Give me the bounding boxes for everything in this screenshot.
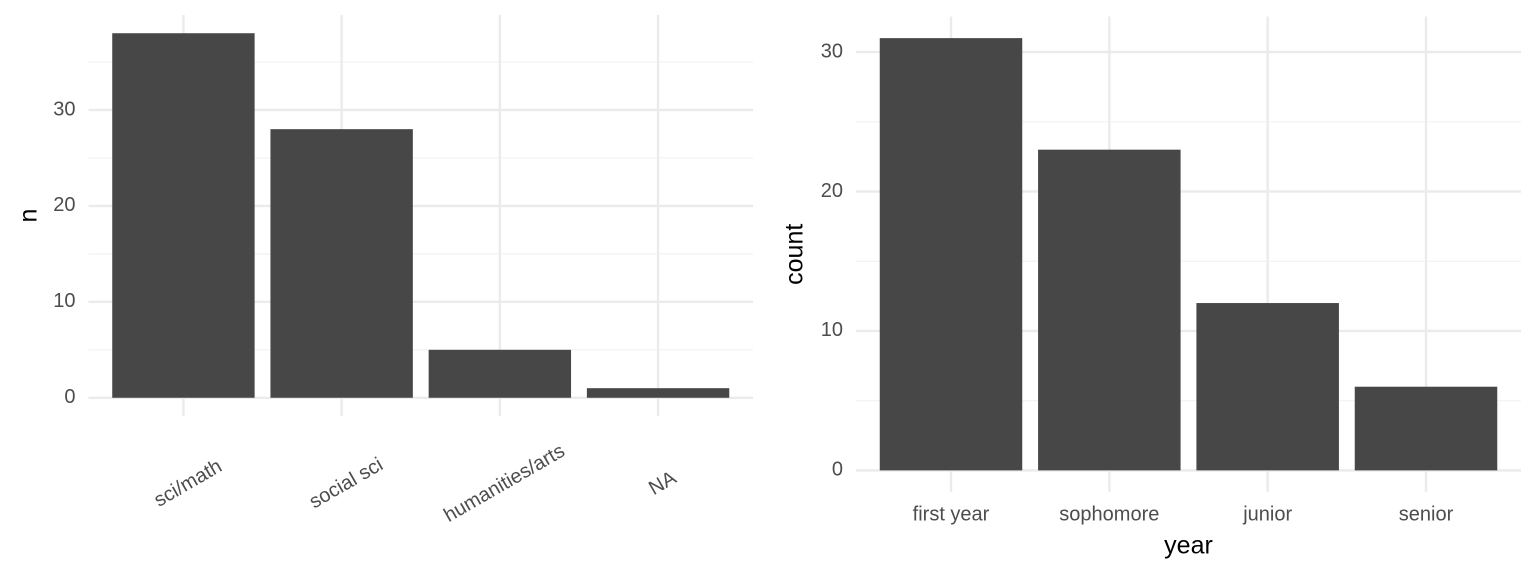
- x-tick-label: senior: [1399, 503, 1454, 525]
- y-tick-label: 20: [53, 194, 75, 216]
- y-tick-label: 20: [821, 180, 843, 202]
- bar: [586, 388, 730, 398]
- x-tick-label: humanities/arts: [440, 440, 568, 527]
- bar: [112, 33, 255, 398]
- bar: [1038, 149, 1181, 471]
- y-tick-label: 0: [64, 386, 75, 408]
- x-tick-label: sophomore: [1059, 503, 1159, 525]
- y-tick-label: 10: [821, 319, 843, 341]
- y-axis-title: n: [15, 209, 43, 223]
- y-tick-label: 10: [53, 290, 75, 312]
- x-tick-label: NA: [645, 467, 681, 500]
- x-axis-title: year: [1164, 532, 1213, 560]
- bar: [270, 129, 413, 398]
- x-tick-label: junior: [1242, 503, 1292, 525]
- y-tick-label: 30: [821, 40, 843, 62]
- y-axis-title: count: [781, 224, 809, 285]
- bar: [879, 38, 1023, 471]
- bar: [428, 349, 572, 398]
- bar: [1196, 303, 1339, 471]
- bar: [1354, 386, 1498, 471]
- x-tick-label: social sci: [306, 454, 387, 514]
- y-tick-label: 0: [832, 459, 843, 481]
- x-tick-label: first year: [913, 503, 990, 525]
- x-tick-label: sci/math: [150, 455, 225, 511]
- y-tick-label: 30: [53, 98, 75, 120]
